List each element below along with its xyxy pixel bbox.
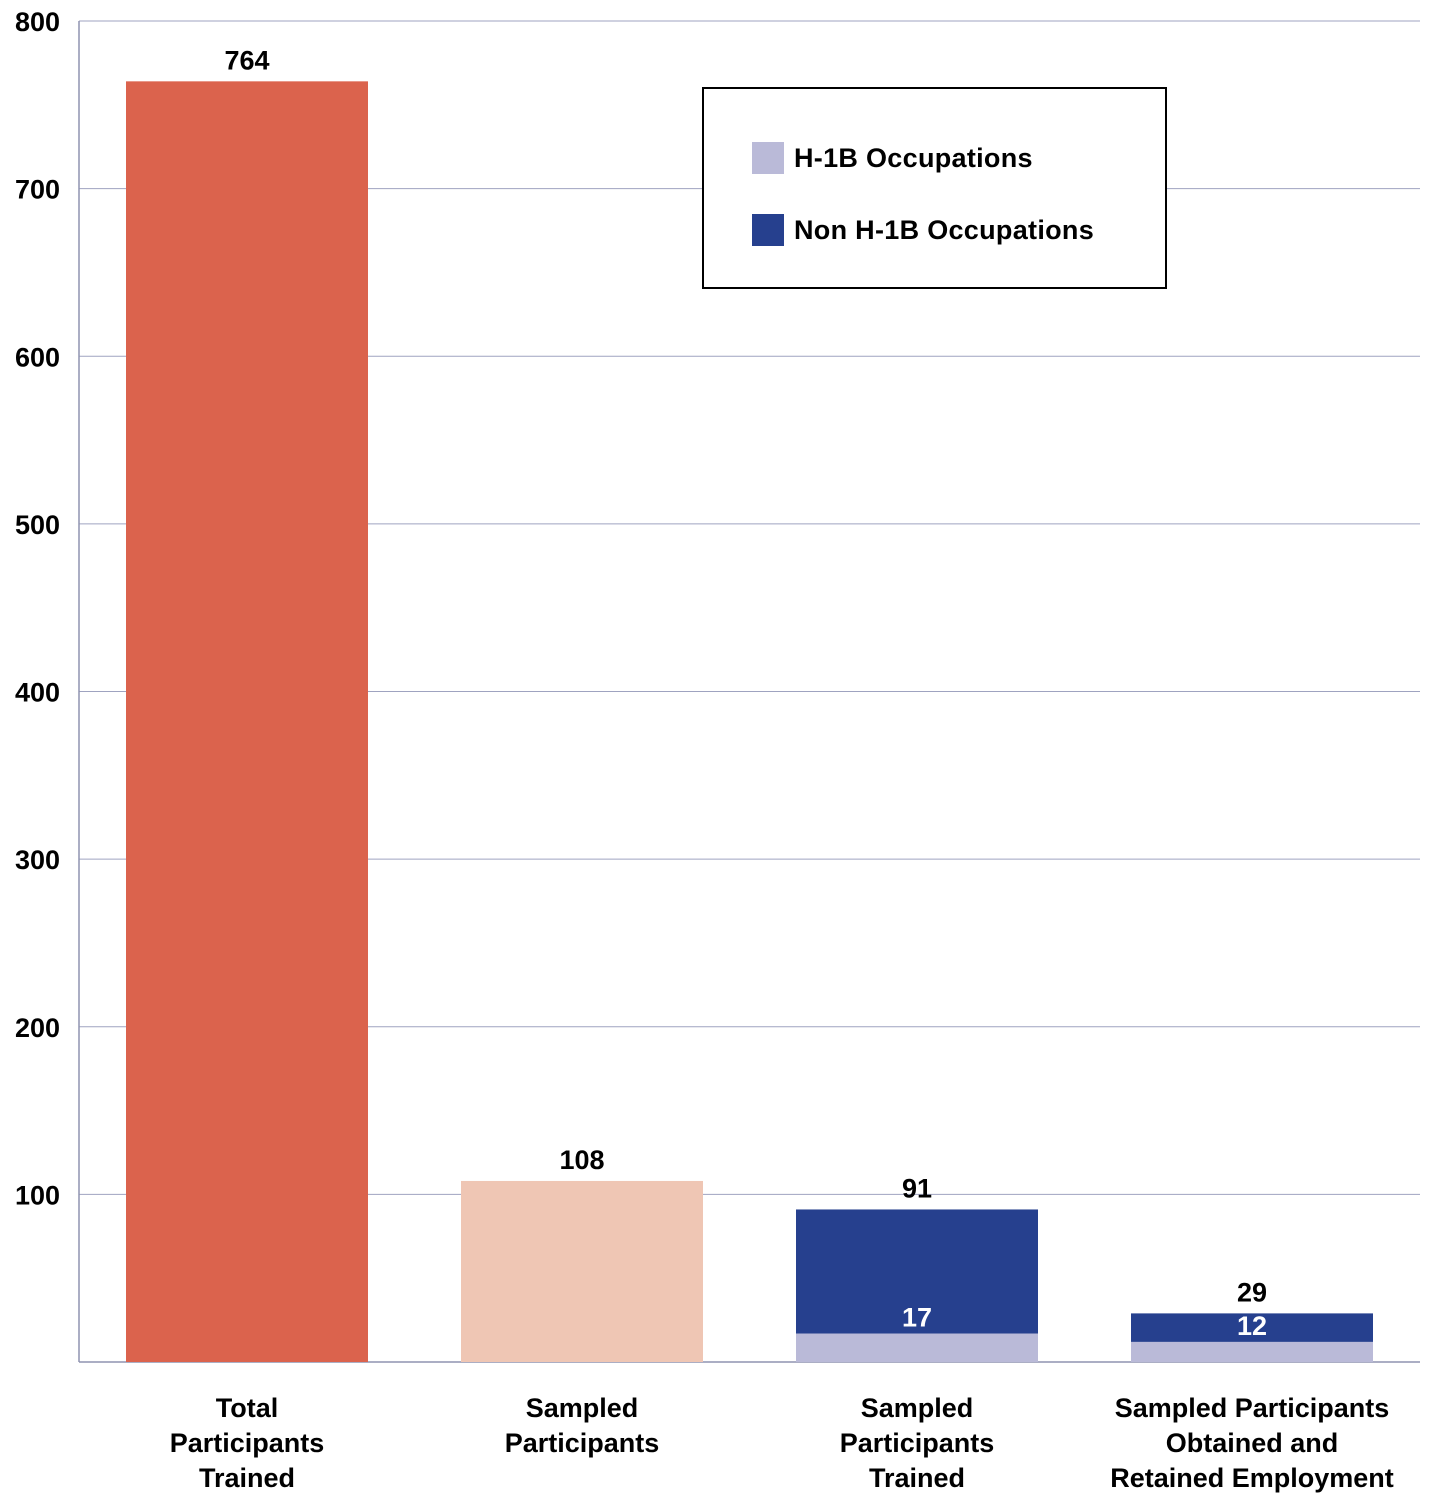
bar-value-label: 108 — [559, 1145, 604, 1175]
y-tick-label: 300 — [15, 845, 60, 875]
chart-legend: H-1B Occupations Non H-1B Occupations — [702, 87, 1167, 289]
legend-swatch-h1b — [752, 142, 784, 174]
bar-value-label: 764 — [224, 45, 269, 75]
legend-item-non-h1b: Non H-1B Occupations — [752, 214, 1094, 246]
bar-segment — [1131, 1313, 1373, 1342]
bar-total-label: 29 — [1237, 1277, 1267, 1307]
y-tick-label: 700 — [15, 175, 60, 205]
x-category-label: Sampled Participants Obtained and Retained… — [1110, 1393, 1394, 1493]
x-category-label: Sampled Participants — [505, 1393, 660, 1458]
y-tick-label: 500 — [15, 510, 60, 540]
legend-label-h1b: H-1B Occupations — [794, 142, 1033, 173]
legend-label-non-h1b: Non H-1B Occupations — [794, 214, 1095, 245]
y-tick-label: 400 — [15, 678, 60, 708]
legend-swatch-non-h1b — [752, 214, 784, 246]
bar-segment-label: 17 — [902, 1303, 932, 1333]
bar-segment — [1131, 1341, 1373, 1362]
y-tick-label: 800 — [15, 7, 60, 37]
bar-segment — [796, 1209, 1038, 1334]
x-category-label: Total Participants Trained — [170, 1393, 325, 1493]
y-tick-label: 100 — [15, 1180, 60, 1210]
y-tick-label: 200 — [15, 1013, 60, 1043]
x-category-label: Sampled Participants Trained — [840, 1393, 995, 1493]
bar-segment-label: 12 — [1237, 1311, 1267, 1341]
bar-segment — [796, 1333, 1038, 1362]
bar — [126, 81, 368, 1363]
bar — [461, 1180, 703, 1362]
legend-item-h1b: H-1B Occupations — [752, 142, 1033, 174]
y-tick-label: 600 — [15, 342, 60, 372]
bar-total-label: 91 — [902, 1173, 932, 1203]
